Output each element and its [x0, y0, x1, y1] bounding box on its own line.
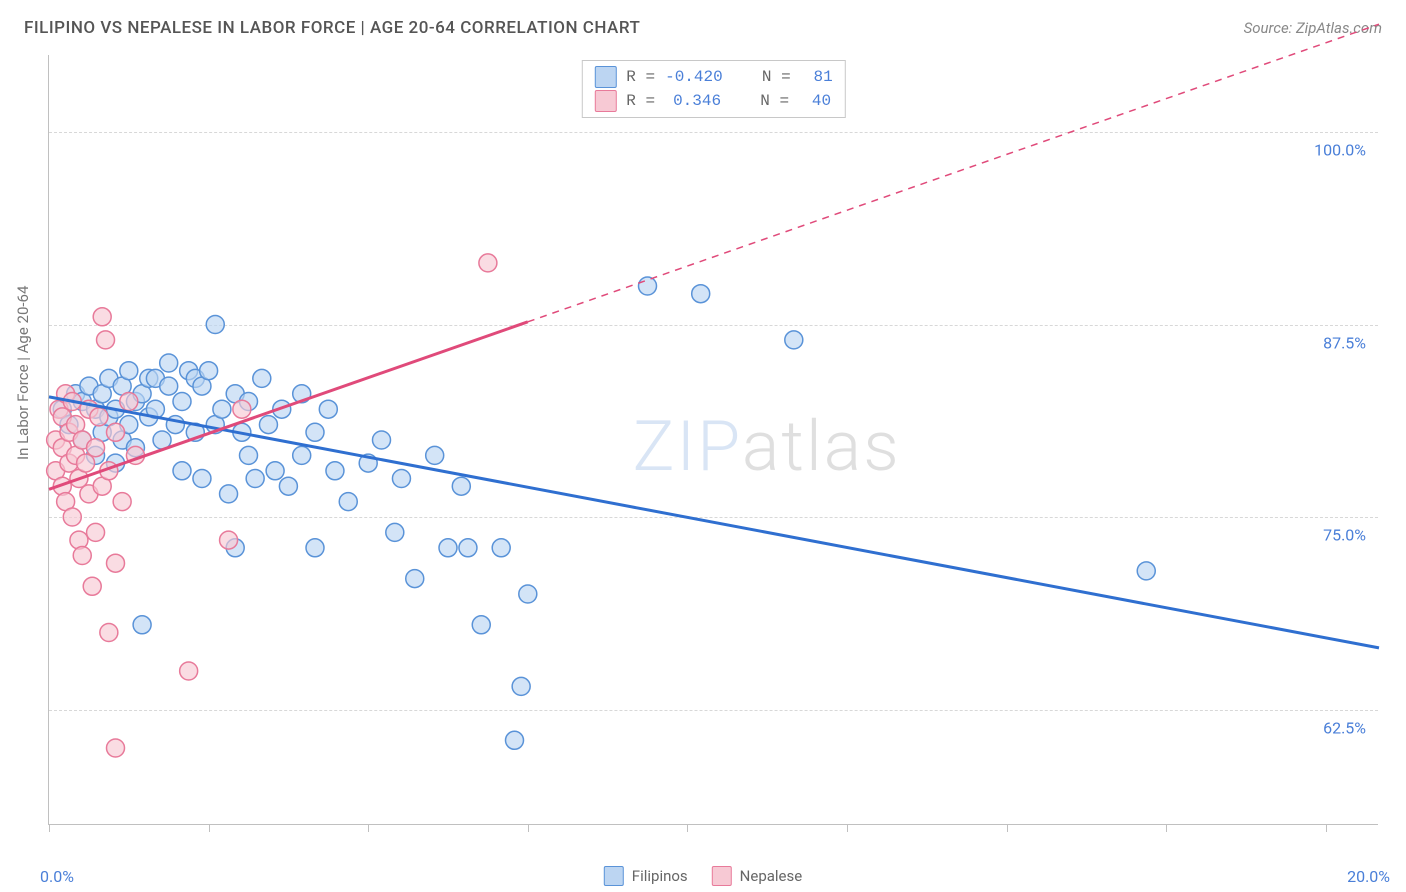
scatter-point [220, 485, 238, 503]
scatter-point [77, 454, 95, 472]
scatter-point [266, 462, 284, 480]
y-axis-title: In Labor Force | Age 20-64 [14, 286, 32, 460]
legend-swatch [604, 866, 624, 886]
scatter-point [113, 493, 131, 511]
scatter-point [233, 400, 251, 418]
chart-title: FILIPINO VS NEPALESE IN LABOR FORCE | AG… [24, 18, 640, 38]
scatter-point [459, 539, 477, 557]
scatter-point [519, 585, 537, 603]
scatter-point [479, 254, 497, 272]
x-tick [1326, 824, 1327, 832]
scatter-point [785, 331, 803, 349]
correlation-legend-row: R = -0.420 N = 81 [594, 65, 832, 89]
scatter-point [392, 470, 410, 488]
scatter-point [100, 624, 118, 642]
scatter-point [639, 277, 657, 295]
x-tick [368, 824, 369, 832]
scatter-point [213, 400, 231, 418]
scatter-point [120, 362, 138, 380]
x-tick [49, 824, 50, 832]
scatter-point [180, 662, 198, 680]
scatter-point [692, 285, 710, 303]
scatter-point [326, 462, 344, 480]
n-value: 40 [799, 89, 831, 113]
x-axis-min-label: 0.0% [40, 867, 74, 886]
scatter-point [160, 377, 178, 395]
x-tick [209, 824, 210, 832]
scatter-point [406, 570, 424, 588]
scatter-point [492, 539, 510, 557]
scatter-point [439, 539, 457, 557]
correlation-legend: R = -0.420 N = 81 R = 0.346 N = 40 [581, 60, 845, 118]
x-tick [687, 824, 688, 832]
scatter-point [63, 508, 81, 526]
x-tick [528, 824, 529, 832]
plot-area: 62.5%75.0%87.5%100.0% ZIPatlas R =-0.420… [48, 55, 1378, 825]
scatter-point [259, 416, 277, 434]
scatter-svg [49, 55, 1378, 824]
scatter-point [83, 577, 101, 595]
scatter-point [373, 431, 391, 449]
scatter-point [512, 677, 530, 695]
legend-swatch [594, 90, 616, 112]
scatter-point [173, 393, 191, 411]
scatter-point [472, 616, 490, 634]
scatter-point [253, 369, 271, 387]
r-label: R = [626, 89, 655, 113]
scatter-point [246, 470, 264, 488]
x-axis-max-label: 20.0% [1347, 867, 1390, 886]
scatter-point [306, 423, 324, 441]
n-label: N = [762, 65, 791, 89]
legend-swatch [712, 866, 732, 886]
scatter-point [107, 739, 125, 757]
scatter-point [97, 331, 115, 349]
scatter-point [386, 523, 404, 541]
scatter-point [160, 354, 178, 372]
trend-line [49, 397, 1379, 648]
r-value: 0.346 [665, 89, 721, 113]
scatter-point [206, 316, 224, 334]
scatter-point [293, 446, 311, 464]
scatter-point [306, 539, 324, 557]
scatter-point [506, 731, 524, 749]
x-tick [1007, 824, 1008, 832]
scatter-point [173, 462, 191, 480]
r-value: -0.420 [665, 65, 723, 89]
scatter-point [1137, 562, 1155, 580]
legend-label: Nepalese [740, 867, 803, 885]
x-tick [1166, 824, 1167, 832]
scatter-point [87, 439, 105, 457]
x-tick [847, 824, 848, 832]
scatter-point [107, 423, 125, 441]
scatter-point [220, 531, 238, 549]
scatter-point [93, 308, 111, 326]
r-label: R = [626, 65, 655, 89]
legend-item: Nepalese [712, 866, 803, 886]
scatter-point [73, 547, 91, 565]
scatter-point [120, 393, 138, 411]
scatter-point [133, 616, 151, 634]
legend-swatch [594, 66, 616, 88]
scatter-point [426, 446, 444, 464]
scatter-point [87, 523, 105, 541]
legend-label: Filipinos [632, 867, 688, 885]
scatter-point [193, 470, 211, 488]
correlation-legend-row: R = 0.346 N = 40 [594, 89, 832, 113]
scatter-point [279, 477, 297, 495]
legend-item: Filipinos [604, 866, 688, 886]
scatter-point [200, 362, 218, 380]
source-attribution: Source: ZipAtlas.com [1244, 19, 1382, 37]
scatter-point [452, 477, 470, 495]
scatter-point [90, 408, 108, 426]
scatter-point [240, 446, 258, 464]
n-value: 81 [801, 65, 833, 89]
scatter-point [107, 554, 125, 572]
scatter-point [319, 400, 337, 418]
series-legend: Filipinos Nepalese [604, 866, 802, 886]
scatter-point [339, 493, 357, 511]
n-label: N = [760, 89, 789, 113]
